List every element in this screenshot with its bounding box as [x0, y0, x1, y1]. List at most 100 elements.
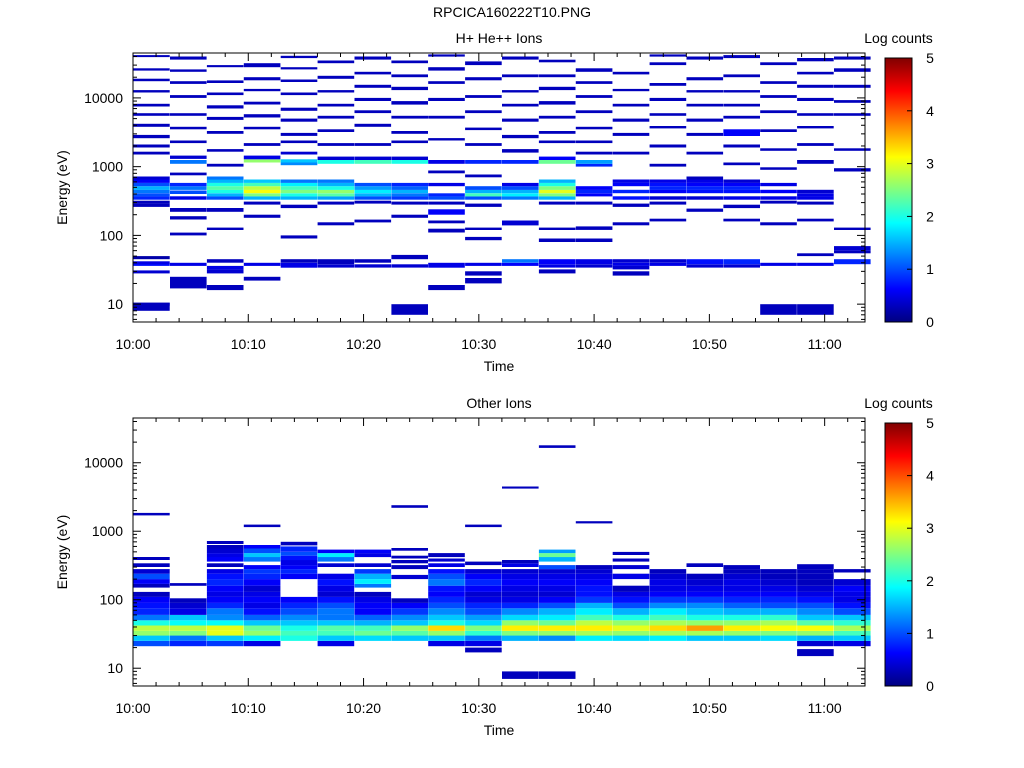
heatmap-cell: [133, 200, 170, 204]
heatmap-cell: [243, 585, 281, 592]
heatmap-cell: [723, 196, 760, 200]
heatmap-cell: [391, 598, 428, 603]
heatmap-cell: [206, 186, 244, 190]
heatmap-cell: [760, 200, 797, 204]
heatmap-cell: [538, 445, 576, 448]
heatmap-cell: [465, 262, 502, 266]
heatmap-cell: [760, 569, 797, 574]
heatmap-cell: [797, 196, 834, 200]
heatmap-cell: [354, 579, 392, 584]
heatmap-cell: [280, 631, 318, 636]
heatmap-cell: [206, 569, 244, 574]
heatmap-cell: [170, 126, 207, 130]
heatmap-cell: [280, 179, 318, 183]
heatmap-cell: [465, 278, 502, 284]
heatmap-cell: [797, 201, 834, 205]
heatmap-cell: [575, 140, 613, 144]
y-tick-label: 10: [107, 296, 123, 312]
heatmap-cell: [170, 216, 207, 220]
heatmap-cell: [797, 614, 834, 621]
heatmap-cell: [170, 598, 207, 603]
heatmap-cell: [133, 55, 170, 58]
heatmap-cell: [465, 236, 502, 241]
heatmap-cell: [834, 641, 871, 647]
x-axis-label: Time: [484, 722, 515, 738]
heatmap-cell: [686, 118, 724, 122]
heatmap-cell: [317, 614, 355, 621]
heatmap-cell: [538, 86, 576, 91]
heatmap-cell: [170, 583, 207, 586]
heatmap-cell: [686, 196, 724, 200]
heatmap-cell: [612, 558, 650, 562]
heatmap-cell: [206, 625, 244, 631]
heatmap-cell: [649, 635, 687, 641]
heatmap-cell: [797, 564, 834, 570]
heatmap-cell: [133, 179, 170, 183]
heatmap-cell: [170, 625, 207, 631]
heatmap-cell: [612, 262, 650, 266]
heatmap-cell: [243, 545, 281, 549]
heatmap-cell: [170, 160, 207, 164]
heatmap-cell: [723, 620, 760, 626]
heatmap-cell: [206, 557, 244, 562]
heatmap-cell: [502, 620, 539, 626]
heatmap-cell: [243, 126, 281, 130]
heatmap-cell: [502, 118, 539, 122]
heatmap-cell: [391, 635, 428, 641]
heatmap-cell: [575, 596, 613, 603]
heatmap-cell: [280, 196, 318, 200]
heatmap-cell: [133, 186, 170, 190]
heatmap-cell: [834, 608, 871, 615]
heatmap-cell: [649, 262, 687, 266]
heatmap-cell: [465, 602, 502, 609]
heatmap-cell: [686, 625, 724, 631]
heatmap-cell: [170, 208, 207, 212]
heatmap-cell: [723, 585, 760, 592]
heatmap-cell: [649, 579, 687, 586]
heatmap-cell: [723, 129, 760, 136]
x-tick-label: 10:50: [692, 700, 727, 716]
panel-h-he-ions: H+ He++ Ions 10:00 10:10 10:20 10:30 10:40 10:…: [54, 30, 934, 374]
x-tick-label: 10:20: [346, 336, 381, 352]
heatmap-cell: [391, 631, 428, 636]
heatmap-cell: [649, 54, 687, 57]
heatmap-cell: [133, 620, 170, 626]
heatmap-cell: [538, 238, 576, 242]
heatmap-cell: [243, 276, 281, 281]
heatmap-cell: [538, 264, 576, 268]
heatmap-cell: [354, 84, 392, 88]
heatmap-cell: [834, 579, 871, 586]
heatmap-cell: [538, 140, 576, 144]
heatmap-cell: [760, 591, 797, 597]
heatmap-cell: [317, 573, 355, 580]
heatmap-cell: [723, 569, 760, 574]
x-axis-label: Time: [484, 358, 515, 374]
heatmap-cell: [723, 565, 760, 570]
heatmap-cell: [428, 160, 465, 164]
heatmap-cell: [354, 569, 392, 574]
heatmap-cell: [723, 608, 760, 615]
heatmap-cell: [575, 521, 613, 524]
heatmap-cell: [317, 549, 355, 554]
heatmap-cell: [243, 625, 281, 631]
heatmap-cell: [502, 193, 539, 197]
heatmap-cell: [502, 486, 539, 489]
heatmap-cell: [428, 641, 465, 647]
heatmap-cell: [391, 264, 428, 268]
heatmap-cell: [575, 602, 613, 609]
heatmap-cell: [428, 193, 465, 197]
heatmap-cell: [133, 78, 170, 82]
heatmap-cell: [760, 189, 797, 194]
heatmap-cell: [649, 189, 687, 194]
heatmap-cell: [538, 569, 576, 574]
heatmap-cell: [686, 132, 724, 136]
heatmap-cell: [538, 259, 576, 265]
heatmap-cell: [502, 74, 539, 78]
heatmap-cell: [797, 113, 834, 116]
heatmap-cell: [206, 131, 244, 134]
heatmap-cell: [428, 596, 465, 603]
heatmap-cell: [206, 608, 244, 615]
heatmap-cell: [243, 557, 281, 562]
heatmap-cell: [317, 60, 355, 64]
heatmap-cell: [502, 563, 539, 567]
